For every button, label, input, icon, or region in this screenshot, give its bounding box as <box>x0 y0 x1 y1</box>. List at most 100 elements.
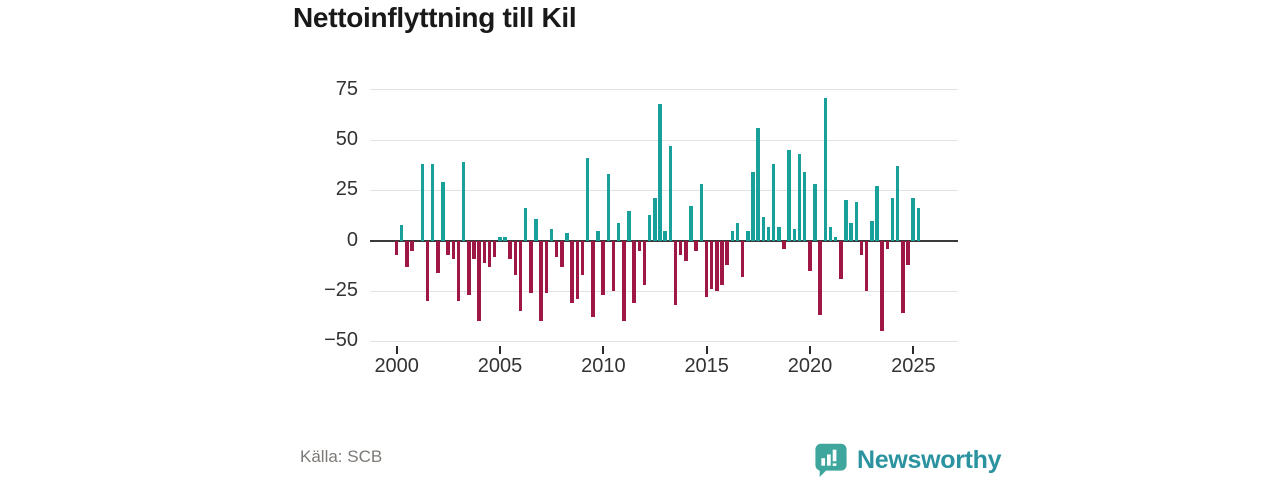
bar <box>513 240 518 275</box>
x-axis-label: 2010 <box>581 355 626 377</box>
x-axis-label: 2000 <box>374 355 419 377</box>
bar <box>616 222 621 241</box>
bar <box>523 208 528 241</box>
bar <box>529 240 533 294</box>
bar <box>394 240 399 255</box>
bar <box>870 220 874 241</box>
bar <box>492 240 497 257</box>
bar <box>487 240 492 267</box>
bar <box>797 154 802 241</box>
newsworthy-logo-icon <box>814 442 848 478</box>
bar <box>647 214 652 241</box>
bar <box>606 174 611 241</box>
bar <box>756 127 760 241</box>
x-axis-label: 2025 <box>891 355 936 377</box>
bar <box>554 240 559 257</box>
bar <box>720 240 724 285</box>
bar <box>565 232 569 241</box>
chart-title: Nettoinflyttning till Kil <box>293 2 577 33</box>
bar <box>585 158 590 241</box>
bar <box>658 103 662 241</box>
bar <box>751 172 755 241</box>
y-axis-label: 75 <box>335 77 358 100</box>
bar <box>627 210 631 241</box>
bar <box>880 240 884 332</box>
bar <box>704 240 709 298</box>
bar <box>534 218 538 241</box>
bar <box>642 240 647 285</box>
bar <box>430 164 435 241</box>
bar <box>518 240 523 312</box>
bar <box>441 182 445 241</box>
bar <box>735 222 740 241</box>
bar <box>808 240 812 271</box>
x-axis-label: 2020 <box>787 355 833 377</box>
bar <box>875 186 879 241</box>
bar <box>740 240 745 277</box>
bar <box>467 240 471 296</box>
bar <box>508 240 512 259</box>
bar <box>420 164 425 241</box>
bar <box>833 236 838 241</box>
x-tick-mark <box>602 346 605 354</box>
x-tick-mark <box>912 346 915 354</box>
bar <box>730 230 735 241</box>
bar <box>653 198 657 241</box>
bar <box>637 240 642 251</box>
bar <box>503 236 507 241</box>
bar <box>591 240 595 318</box>
bar <box>699 184 704 241</box>
newsworthy-logo: Newsworthy <box>814 442 1002 478</box>
x-axis: 2000 2005 2010 2015 2020 2025 <box>370 345 958 385</box>
bar <box>771 164 776 241</box>
bar <box>890 198 895 241</box>
bar <box>472 240 476 259</box>
y-axis-label: −50 <box>324 329 358 352</box>
bar <box>777 226 781 241</box>
bar <box>859 240 864 255</box>
bar <box>405 240 409 267</box>
bar <box>436 240 440 273</box>
bar <box>425 240 430 302</box>
bar <box>709 240 714 289</box>
bar <box>839 240 843 279</box>
x-tick-mark <box>395 346 398 354</box>
x-tick-mark <box>499 346 502 354</box>
bar <box>885 240 890 249</box>
bar <box>446 240 450 255</box>
bar <box>684 240 688 261</box>
bar <box>761 216 766 241</box>
bar <box>498 236 502 241</box>
bar <box>456 240 461 302</box>
bar <box>895 166 900 241</box>
bar <box>580 240 585 275</box>
bar <box>828 226 833 241</box>
bar <box>663 230 667 241</box>
bar <box>746 230 750 241</box>
bar <box>725 240 729 265</box>
bar <box>782 240 786 249</box>
newsworthy-logo-text: Newsworthy <box>857 445 1002 474</box>
bar <box>596 230 600 241</box>
gridline <box>370 139 958 141</box>
bar <box>766 226 771 241</box>
y-axis-label: 0 <box>346 228 358 251</box>
bar <box>813 184 817 241</box>
y-axis-label: −25 <box>324 279 358 302</box>
bar <box>575 240 580 300</box>
bar <box>549 228 554 241</box>
x-axis-label: 2015 <box>684 355 729 377</box>
speech-bubble-chart-icon <box>815 443 847 477</box>
bar <box>844 200 848 241</box>
bar <box>611 240 616 291</box>
x-tick-mark <box>809 346 812 354</box>
bar <box>482 240 487 263</box>
bar <box>854 202 859 241</box>
bar <box>544 240 549 294</box>
bar <box>678 240 683 255</box>
source-note: Källa: SCB <box>300 447 383 466</box>
bar <box>461 162 466 241</box>
gridline <box>370 89 958 91</box>
bar <box>451 240 456 259</box>
